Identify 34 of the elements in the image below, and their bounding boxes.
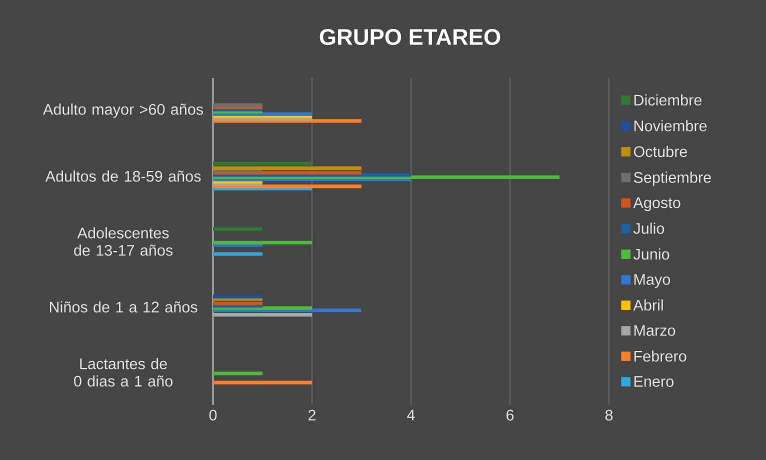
bar (213, 372, 263, 376)
y-tick-label: Adultos de 18-59 años (45, 170, 201, 182)
legend-label: Marzo (634, 325, 676, 336)
legend-label: Julio (633, 222, 664, 234)
legend-label: Noviembre (634, 120, 707, 132)
legend-label: Febrero (634, 350, 686, 362)
bar (213, 103, 263, 107)
chart-title: GRUPO ETAREO (320, 28, 500, 46)
bar (213, 252, 263, 256)
legend-label: Mayo (634, 274, 670, 288)
bar (213, 227, 263, 231)
legend-label: Junio (633, 248, 670, 260)
y-tick-label: Adulto mayor >60 años (42, 104, 204, 118)
bar (213, 240, 312, 244)
legend-label: Diciembre (634, 94, 702, 106)
bar (213, 294, 263, 298)
bar (213, 162, 312, 166)
legend-label: Agosto (633, 197, 680, 212)
x-tick-label: 4 (407, 410, 415, 420)
y-tick-label: Adolescentes de 13-17 años (74, 227, 173, 256)
legend-label: Enero (634, 376, 674, 387)
bar (213, 166, 362, 170)
x-tick-label: 2 (308, 410, 316, 420)
bar (213, 302, 263, 306)
x-tick-label: 0 (209, 410, 217, 421)
y-tick-label: Lactantes de 0 dias a 1 año (74, 358, 172, 387)
legend-label: Abril (633, 299, 663, 311)
legend-label: Septiembre (634, 172, 711, 186)
x-tick-label: 6 (506, 410, 514, 421)
y-tick-label: Niños de 1 a 12 años (50, 301, 198, 313)
bar (213, 313, 312, 317)
legend-label: Octubre (634, 146, 688, 158)
bar (213, 380, 312, 384)
x-tick-label: 8 (605, 410, 613, 421)
